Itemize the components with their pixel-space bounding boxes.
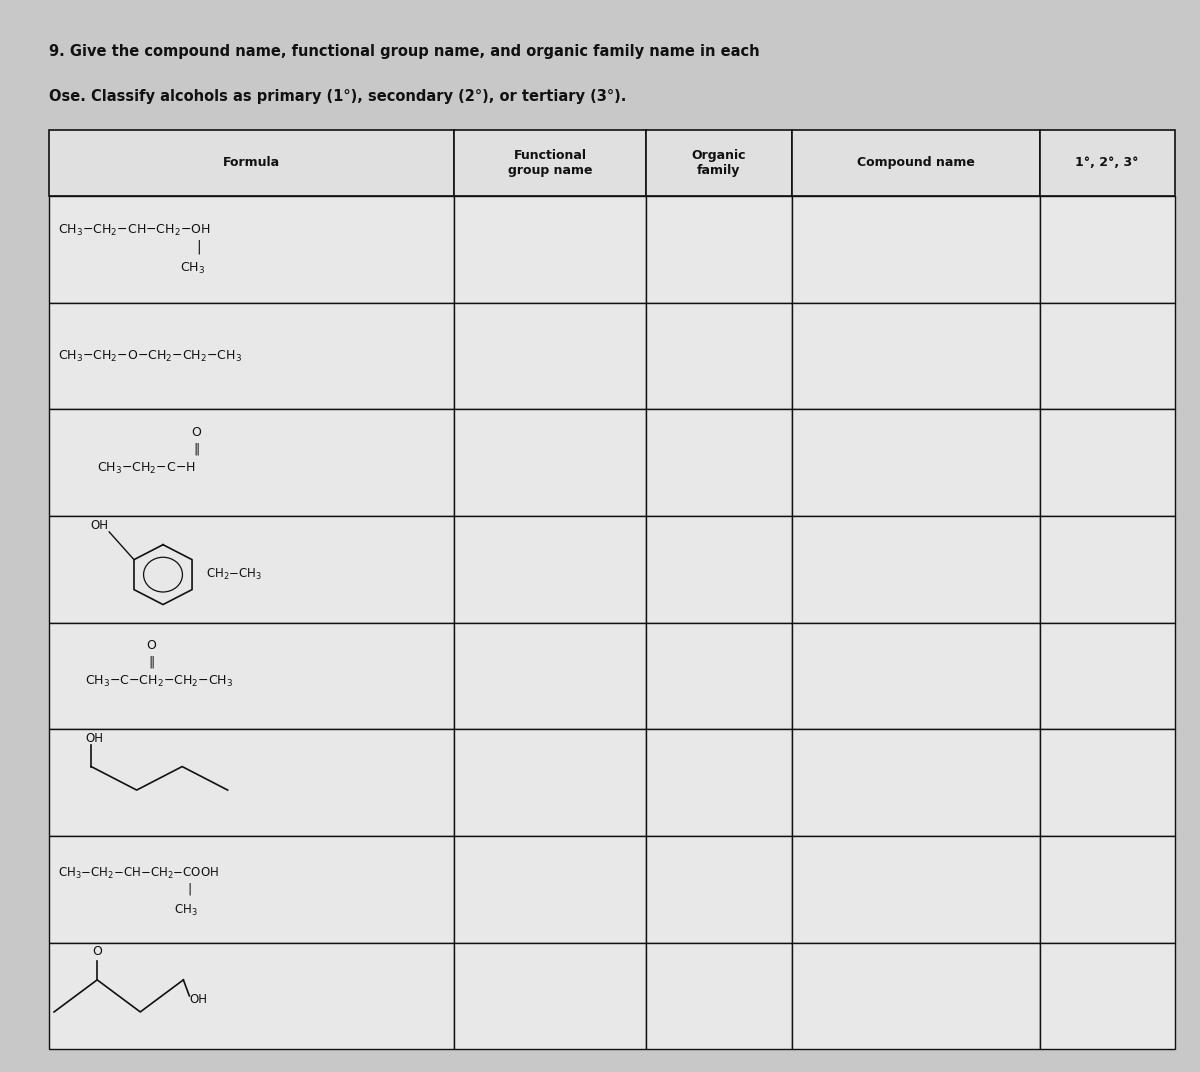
Text: ‖: ‖ (193, 443, 199, 456)
Text: $\mathregular{CH_3{-}CH_2{-}CH{-}CH_2{-}OH}$: $\mathregular{CH_3{-}CH_2{-}CH{-}CH_2{-}… (58, 223, 210, 238)
Bar (49, 623, 455, 729)
Text: Ose. Classify alcohols as primary (1°), secondary (2°), or tertiary (3°).: Ose. Classify alcohols as primary (1°), … (49, 89, 626, 104)
Text: O: O (192, 427, 202, 440)
Text: OH: OH (85, 732, 103, 745)
Text: Formula: Formula (223, 157, 281, 169)
Bar (792, 623, 1039, 729)
Bar (792, 196, 1039, 302)
Text: $\mathregular{CH_3{-}CH_2{-}CH{-}CH_2{-}COOH}$: $\mathregular{CH_3{-}CH_2{-}CH{-}CH_2{-}… (58, 866, 218, 881)
Bar (1039, 196, 1175, 302)
Text: $\mathregular{CH_3{-}CH_2{-}O{-}CH_2{-}CH_2{-}CH_3}$: $\mathregular{CH_3{-}CH_2{-}O{-}CH_2{-}C… (58, 348, 241, 363)
Text: OH: OH (190, 993, 208, 1006)
Bar (49, 410, 455, 516)
Text: 1°, 2°, 3°: 1°, 2°, 3° (1075, 157, 1139, 169)
Bar (792, 302, 1039, 410)
Text: $\mathregular{CH_3{-}C{-}CH_2{-}CH_2{-}CH_3}$: $\mathregular{CH_3{-}C{-}CH_2{-}CH_2{-}C… (85, 673, 234, 689)
Text: |: | (187, 882, 192, 896)
Bar (49, 729, 455, 836)
Bar (1039, 302, 1175, 410)
Bar (1039, 516, 1175, 623)
Bar (1039, 836, 1175, 942)
Text: OH: OH (90, 519, 108, 532)
Bar (792, 130, 1039, 196)
Text: $\mathregular{CH_2{-}CH_3}$: $\mathregular{CH_2{-}CH_3}$ (206, 567, 263, 582)
Bar (1039, 410, 1175, 516)
Bar (49, 196, 455, 302)
Text: O: O (146, 640, 156, 653)
Bar (646, 410, 792, 516)
Bar (1039, 130, 1175, 196)
Bar (792, 516, 1039, 623)
Bar (455, 729, 646, 836)
Text: |: | (197, 240, 202, 254)
Bar (646, 196, 792, 302)
Bar (49, 516, 455, 623)
Text: 9. Give the compound name, functional group name, and organic family name in eac: 9. Give the compound name, functional gr… (49, 44, 760, 59)
Bar (646, 942, 792, 1049)
Bar (646, 516, 792, 623)
Bar (792, 942, 1039, 1049)
Text: ‖: ‖ (148, 656, 154, 669)
Bar (455, 302, 646, 410)
Text: O: O (92, 946, 102, 958)
Text: $\mathregular{CH_3{-}CH_2{-}C{-}H}$: $\mathregular{CH_3{-}CH_2{-}C{-}H}$ (97, 460, 196, 476)
Bar (792, 836, 1039, 942)
Bar (455, 410, 646, 516)
Text: $\mathregular{CH_3}$: $\mathregular{CH_3}$ (174, 903, 198, 919)
Text: $\mathregular{CH_3}$: $\mathregular{CH_3}$ (180, 260, 205, 277)
Text: Compound name: Compound name (857, 157, 974, 169)
Bar (455, 130, 646, 196)
Bar (455, 196, 646, 302)
Bar (49, 836, 455, 942)
Bar (646, 836, 792, 942)
Bar (455, 516, 646, 623)
Bar (49, 942, 455, 1049)
Bar (646, 302, 792, 410)
Bar (455, 942, 646, 1049)
Bar (1039, 942, 1175, 1049)
Bar (455, 623, 646, 729)
Bar (49, 302, 455, 410)
Bar (49, 130, 455, 196)
Bar (1039, 623, 1175, 729)
Text: Organic
family: Organic family (691, 149, 746, 177)
Bar (646, 729, 792, 836)
Bar (792, 410, 1039, 516)
Bar (1039, 729, 1175, 836)
Bar (646, 623, 792, 729)
Text: Functional
group name: Functional group name (508, 149, 593, 177)
Bar (455, 836, 646, 942)
Bar (792, 729, 1039, 836)
Bar (646, 130, 792, 196)
